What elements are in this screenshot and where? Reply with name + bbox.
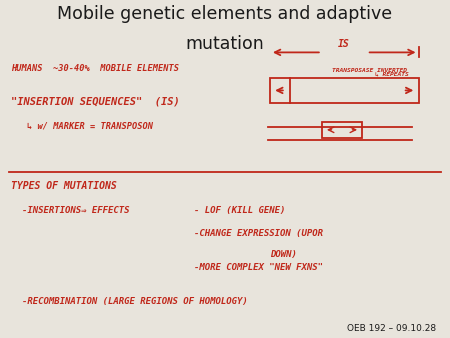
Text: OEB 192 – 09.10.28: OEB 192 – 09.10.28 [347,324,436,333]
Text: -INSERTIONS⇒ EFFECTS: -INSERTIONS⇒ EFFECTS [22,206,130,215]
Text: HUMANS  ~30-40%  MOBILE ELEMENTS: HUMANS ~30-40% MOBILE ELEMENTS [11,64,179,73]
Text: ↳ w/ MARKER = TRANSPOSON: ↳ w/ MARKER = TRANSPOSON [27,121,153,130]
Text: mutation: mutation [185,35,265,53]
Text: "INSERTION SEQUENCES"  (IS): "INSERTION SEQUENCES" (IS) [11,96,180,106]
Text: IS: IS [338,39,350,49]
Text: -CHANGE EXPRESSION (UPOR: -CHANGE EXPRESSION (UPOR [194,229,323,238]
Text: ↳ REPEATS: ↳ REPEATS [374,71,409,76]
Bar [322,122,362,138]
Text: -RECOMBINATION (LARGE REGIONS OF HOMOLOGY): -RECOMBINATION (LARGE REGIONS OF HOMOLOG… [22,297,248,306]
Text: -MORE COMPLEX "NEW FXNS": -MORE COMPLEX "NEW FXNS" [194,263,323,272]
Text: Mobile genetic elements and adaptive: Mobile genetic elements and adaptive [58,5,392,23]
Text: TRANSPOSASE INVERTED: TRANSPOSASE INVERTED [332,68,406,73]
Text: DOWN): DOWN) [270,249,297,259]
Text: TYPES OF MUTATIONS: TYPES OF MUTATIONS [11,181,117,191]
Text: - LOF (KILL GENE): - LOF (KILL GENE) [194,206,285,215]
Bar [270,78,418,103]
